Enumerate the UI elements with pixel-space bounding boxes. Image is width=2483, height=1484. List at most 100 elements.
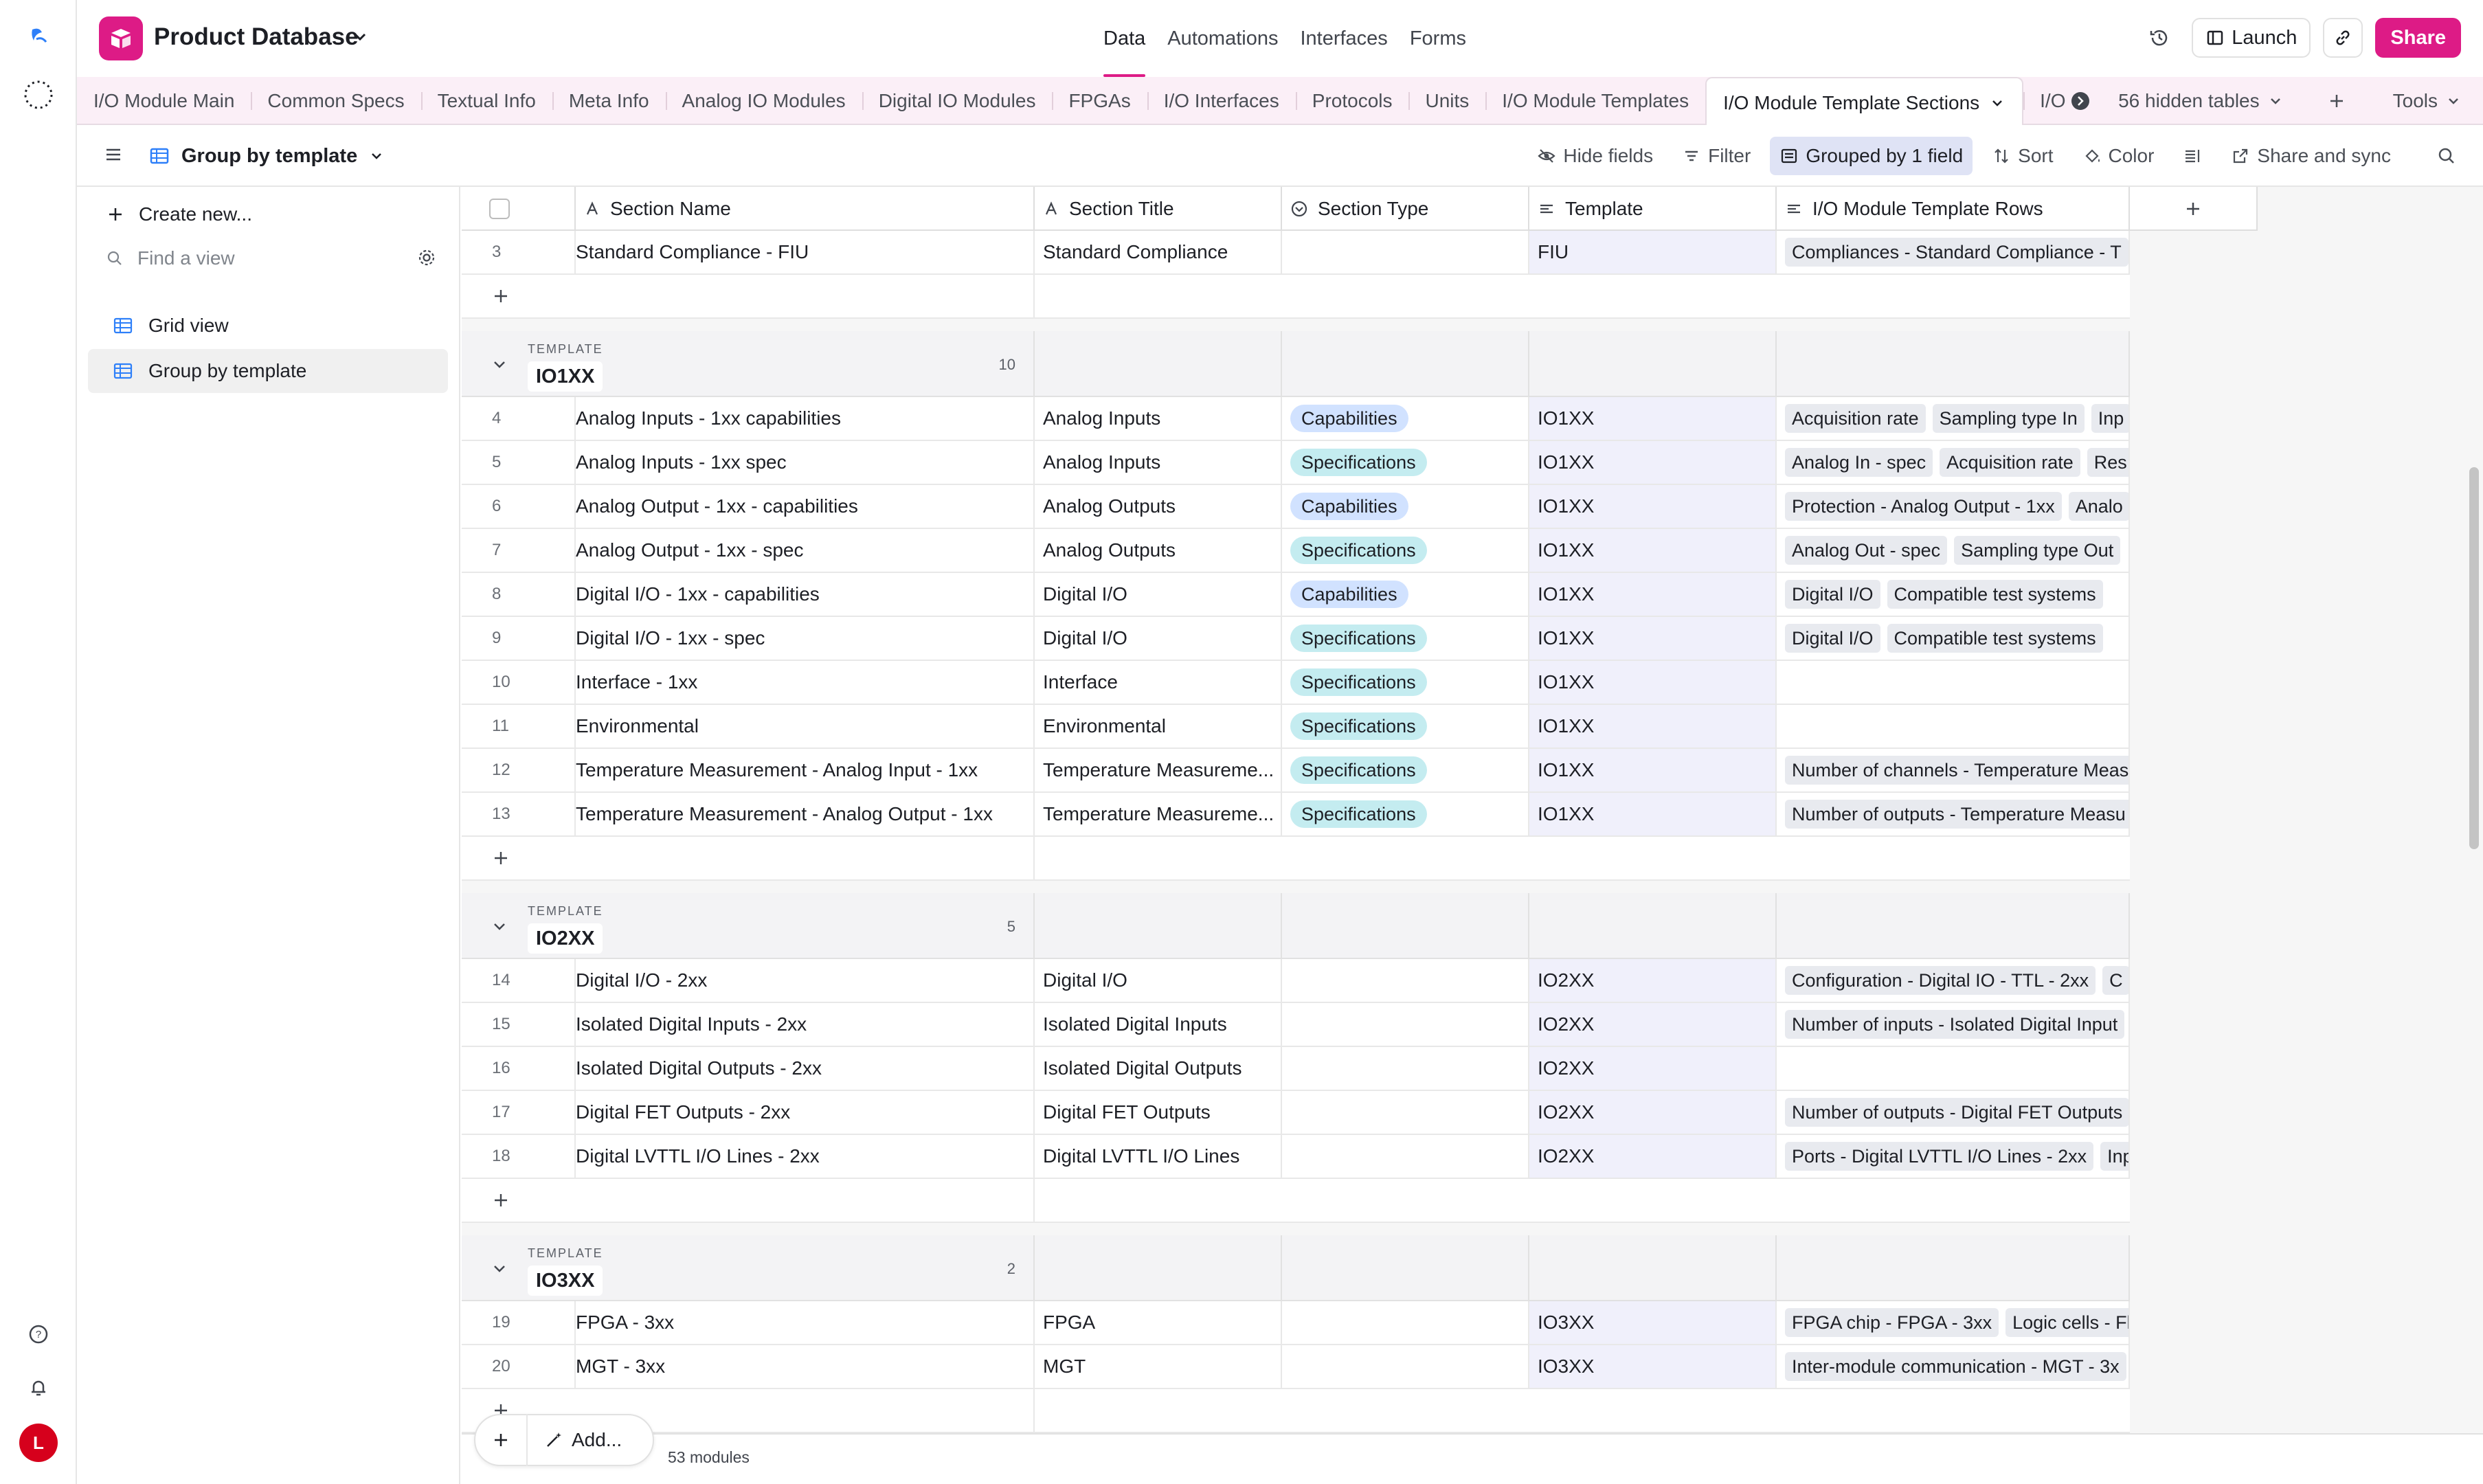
table-row[interactable]: 19 FPGA - 3xx FPGA IO3XX FPGA chip - FPGA - … (462, 1301, 2130, 1345)
table-row[interactable]: 18 Digital LVTTL I/O Lines - 2xx Digital L… (462, 1135, 2130, 1179)
linked-record-chip[interactable]: Inter-module communication - MGT - 3x (1785, 1352, 2126, 1381)
cell-section-title[interactable]: Digital I/O (1035, 959, 1282, 1002)
cell-section-type[interactable]: Specifications (1282, 441, 1529, 484)
color-button[interactable]: Color (2073, 137, 2164, 175)
cell-section-type[interactable]: Specifications (1282, 705, 1529, 747)
home-logo-icon[interactable] (19, 18, 58, 56)
cell-section-type[interactable] (1282, 1345, 1529, 1388)
cell-section-type[interactable]: Specifications (1282, 749, 1529, 791)
add-row-button[interactable] (462, 1179, 1035, 1222)
user-avatar[interactable]: L (19, 1424, 58, 1462)
cell-template[interactable]: IO1XX (1529, 705, 1777, 747)
filter-button[interactable]: Filter (1672, 137, 1760, 175)
cell-template-rows[interactable]: Inter-module communication - MGT - 3x (1777, 1345, 2130, 1388)
table-row[interactable]: 10 Interface - 1xx Interface Specifications… (462, 661, 2130, 705)
tab-io-module-main[interactable]: I/O Module Main (93, 90, 235, 111)
cell-template[interactable]: IO1XX (1529, 793, 1777, 835)
linked-record-chip[interactable]: Sampling type Out (1954, 536, 2121, 565)
cell-section-type[interactable] (1282, 959, 1529, 1002)
add-field-button[interactable] (2130, 187, 2258, 231)
tab-textual-info[interactable]: Textual Info (420, 77, 552, 125)
tab-io-module-template-sections[interactable]: I/O Module Template Sections (1705, 77, 2024, 128)
add-row-button[interactable] (462, 275, 1035, 317)
cell-section-name[interactable]: Analog Output - 1xx - capabilities (576, 485, 1035, 528)
linked-record-chip[interactable]: Compliances - Standard Compliance - T (1785, 238, 2128, 267)
cell-template[interactable]: IO3XX (1529, 1345, 1777, 1388)
cell-section-type[interactable] (1282, 1047, 1529, 1090)
cell-section-name[interactable]: Digital FET Outputs - 2xx (576, 1091, 1035, 1134)
cell-section-title[interactable]: Analog Outputs (1035, 529, 1282, 572)
linked-record-chip[interactable]: Inp (2091, 404, 2128, 433)
notifications-bell-icon[interactable] (19, 1369, 58, 1407)
cell-template[interactable]: IO2XX (1529, 959, 1777, 1002)
chevron-down-icon[interactable] (492, 1261, 507, 1280)
table-row[interactable]: 20 MGT - 3xx MGT IO3XX Inter-module communic… (462, 1345, 2130, 1389)
group-button[interactable]: Grouped by 1 field (1770, 137, 1973, 175)
search-icon[interactable] (2427, 137, 2467, 175)
chevron-down-icon[interactable] (350, 27, 370, 50)
cell-template-rows[interactable]: Number of outputs - Digital FET Outputs (1777, 1091, 2130, 1134)
cell-section-title[interactable]: MGT (1035, 1345, 1282, 1388)
help-icon[interactable]: ? (19, 1315, 58, 1353)
cell-template[interactable]: IO2XX (1529, 1003, 1777, 1046)
linked-record-chip[interactable]: Number of outputs - Temperature Measu (1785, 800, 2128, 829)
linked-record-chip[interactable]: Number of channels - Temperature Meas (1785, 756, 2128, 785)
tab-io-module-templates[interactable]: I/O Module Templates (1485, 77, 1705, 125)
copy-link-button[interactable] (2323, 18, 2363, 58)
linked-record-chip[interactable]: Digital I/O (1785, 624, 1880, 653)
tab-fpgas[interactable]: FPGAs (1052, 77, 1147, 125)
cell-section-name[interactable]: Environmental (576, 705, 1035, 747)
table-row[interactable]: 13 Temperature Measurement - Analog Outpu… (462, 793, 2130, 837)
view-switcher[interactable]: Group by template (148, 145, 385, 168)
cell-template[interactable]: IO1XX (1529, 661, 1777, 704)
table-row[interactable]: 5 Analog Inputs - 1xx spec Analog Inputs Sp… (462, 441, 2130, 485)
cell-section-name[interactable]: Analog Output - 1xx - spec (576, 529, 1035, 572)
cell-section-type[interactable] (1282, 1301, 1529, 1344)
hamburger-menu-icon[interactable] (103, 144, 124, 168)
column-header-section-title[interactable]: Section Title (1035, 187, 1282, 231)
table-row[interactable]: 15 Isolated Digital Inputs - 2xx Isolated … (462, 1003, 2130, 1047)
add-record-button[interactable] (475, 1414, 528, 1466)
linked-record-chip[interactable]: Logic cells - Fl (2005, 1308, 2128, 1337)
hidden-tables-button[interactable]: 56 hidden tables (2054, 90, 2300, 112)
cell-template-rows[interactable] (1777, 1047, 2130, 1090)
linked-record-chip[interactable]: Analo (2068, 492, 2128, 521)
cell-section-type[interactable] (1282, 1003, 1529, 1046)
sort-button[interactable]: Sort (1982, 137, 2063, 175)
cell-template[interactable]: IO1XX (1529, 397, 1777, 440)
cell-template-rows[interactable]: Number of inputs - Isolated Digital Inpu… (1777, 1003, 2130, 1046)
nav-data[interactable]: Data (1103, 0, 1146, 77)
group-header[interactable]: TEMPLATE IO2XX 5 (462, 893, 2130, 959)
column-header-section-name[interactable]: Section Name (576, 187, 1035, 231)
cell-section-type[interactable] (1282, 1091, 1529, 1134)
cell-section-title[interactable]: Isolated Digital Inputs (1035, 1003, 1282, 1046)
cell-section-type[interactable]: Specifications (1282, 617, 1529, 660)
history-icon[interactable] (2139, 18, 2179, 58)
cell-section-type[interactable]: Specifications (1282, 661, 1529, 704)
cell-section-name[interactable]: Standard Compliance - FIU (576, 231, 1035, 273)
cell-template[interactable]: IO2XX (1529, 1135, 1777, 1178)
linked-record-chip[interactable]: Configuration - Digital IO - TTL - 2xx (1785, 966, 2096, 995)
tools-button[interactable]: Tools (2374, 90, 2483, 112)
tab-meta-info[interactable]: Meta Info (552, 77, 666, 125)
cell-section-type[interactable]: Capabilities (1282, 397, 1529, 440)
nav-automations[interactable]: Automations (1167, 27, 1279, 49)
cell-template-rows[interactable] (1777, 661, 2130, 704)
cell-template[interactable]: IO1XX (1529, 441, 1777, 484)
table-row[interactable]: 16 Isolated Digital Outputs - 2xx Isolated… (462, 1047, 2130, 1091)
chevron-down-icon[interactable] (492, 357, 507, 376)
add-table-icon[interactable] (2300, 91, 2374, 111)
cell-template-rows[interactable]: Protection - Analog Output - 1xx Analo (1777, 485, 2130, 528)
table-row[interactable]: 11 Environmental Environmental Specificatio… (462, 705, 2130, 749)
cell-section-name[interactable]: Digital LVTTL I/O Lines - 2xx (576, 1135, 1035, 1178)
share-sync-button[interactable]: Share and sync (2221, 137, 2401, 175)
add-row-button[interactable] (462, 837, 1035, 879)
cell-template[interactable]: IO1XX (1529, 617, 1777, 660)
cell-section-title[interactable]: Digital LVTTL I/O Lines (1035, 1135, 1282, 1178)
cell-template-rows[interactable]: Analog Out - spec Sampling type Out (1777, 529, 2130, 572)
select-all-checkbox[interactable] (462, 187, 576, 231)
cell-template[interactable]: IO1XX (1529, 529, 1777, 572)
tab-protocols[interactable]: Protocols (1295, 77, 1409, 125)
linked-record-chip[interactable]: C (2102, 966, 2128, 995)
linked-record-chip[interactable]: Analog Out - spec (1785, 536, 1948, 565)
